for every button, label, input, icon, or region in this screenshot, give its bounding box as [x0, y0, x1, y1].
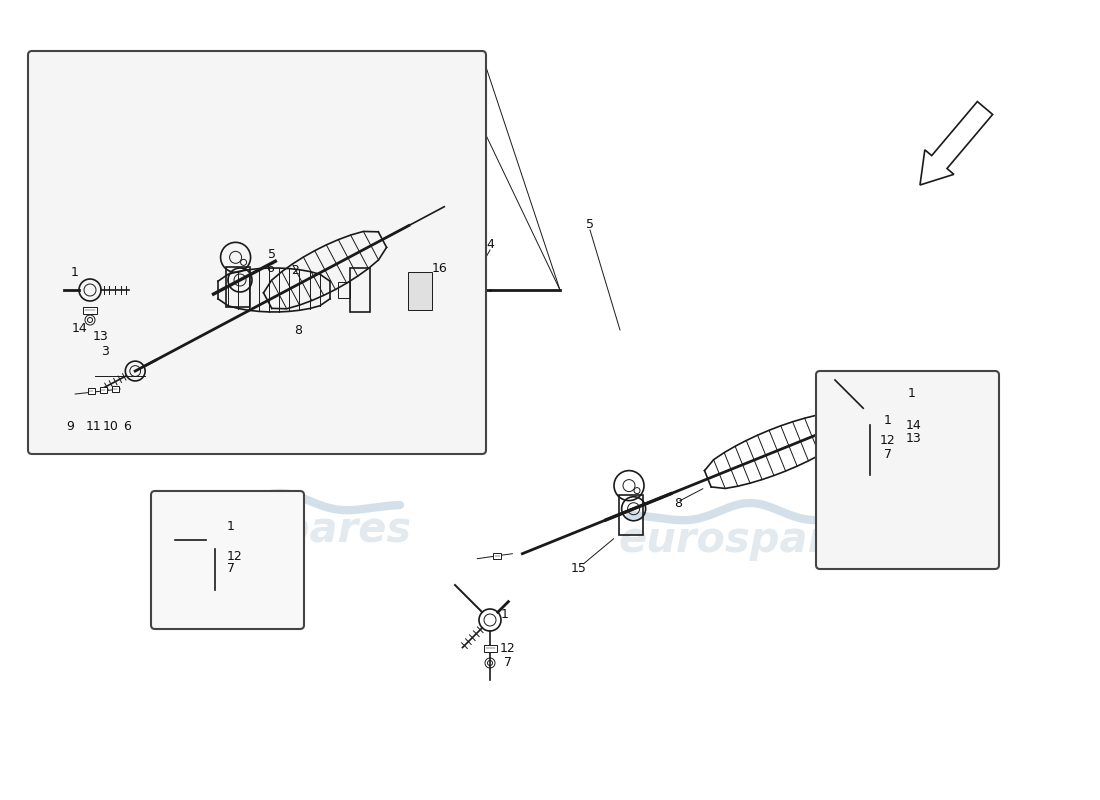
- Bar: [484, 645, 496, 651]
- Text: 12: 12: [500, 642, 516, 654]
- Bar: [100, 387, 107, 393]
- Text: 1: 1: [72, 266, 79, 278]
- Text: eurospares: eurospares: [148, 509, 411, 551]
- Text: 8: 8: [674, 498, 682, 510]
- FancyArrow shape: [920, 102, 992, 185]
- Text: 14: 14: [73, 322, 88, 334]
- Text: 1: 1: [908, 387, 915, 400]
- Text: 5: 5: [586, 218, 594, 231]
- Text: 1: 1: [227, 521, 235, 534]
- Text: 12: 12: [880, 434, 895, 446]
- Bar: [338, 282, 350, 298]
- Text: 1: 1: [884, 414, 892, 426]
- Text: 13: 13: [94, 330, 109, 343]
- Text: 10: 10: [102, 419, 118, 433]
- Text: 2: 2: [292, 265, 299, 278]
- Bar: [111, 386, 119, 392]
- Circle shape: [634, 488, 640, 494]
- Text: 6: 6: [266, 262, 274, 274]
- Bar: [209, 557, 221, 563]
- Bar: [82, 306, 97, 314]
- Text: 12: 12: [227, 550, 243, 562]
- Text: 13: 13: [905, 432, 921, 446]
- Bar: [226, 266, 250, 306]
- Text: 8: 8: [294, 324, 301, 337]
- FancyBboxPatch shape: [28, 51, 486, 454]
- Text: 7: 7: [884, 449, 892, 462]
- Bar: [886, 422, 900, 430]
- Text: 16: 16: [432, 262, 448, 274]
- FancyBboxPatch shape: [816, 371, 999, 569]
- Bar: [619, 495, 642, 535]
- Text: 15: 15: [571, 562, 586, 575]
- Text: 7: 7: [504, 657, 512, 670]
- Text: 11: 11: [86, 419, 101, 433]
- FancyBboxPatch shape: [151, 491, 304, 629]
- Text: 3: 3: [101, 345, 109, 358]
- Text: 5: 5: [268, 249, 276, 262]
- Text: 7: 7: [227, 562, 235, 574]
- Text: eurospares: eurospares: [618, 519, 881, 561]
- Circle shape: [241, 259, 246, 266]
- Bar: [864, 437, 877, 443]
- Text: 1: 1: [502, 609, 509, 622]
- Bar: [350, 268, 370, 312]
- Text: 9: 9: [66, 419, 74, 433]
- Bar: [408, 272, 432, 310]
- Text: 4: 4: [486, 238, 494, 251]
- Bar: [88, 388, 95, 394]
- Bar: [493, 553, 502, 559]
- Text: 6: 6: [123, 419, 131, 433]
- Text: 14: 14: [905, 419, 921, 432]
